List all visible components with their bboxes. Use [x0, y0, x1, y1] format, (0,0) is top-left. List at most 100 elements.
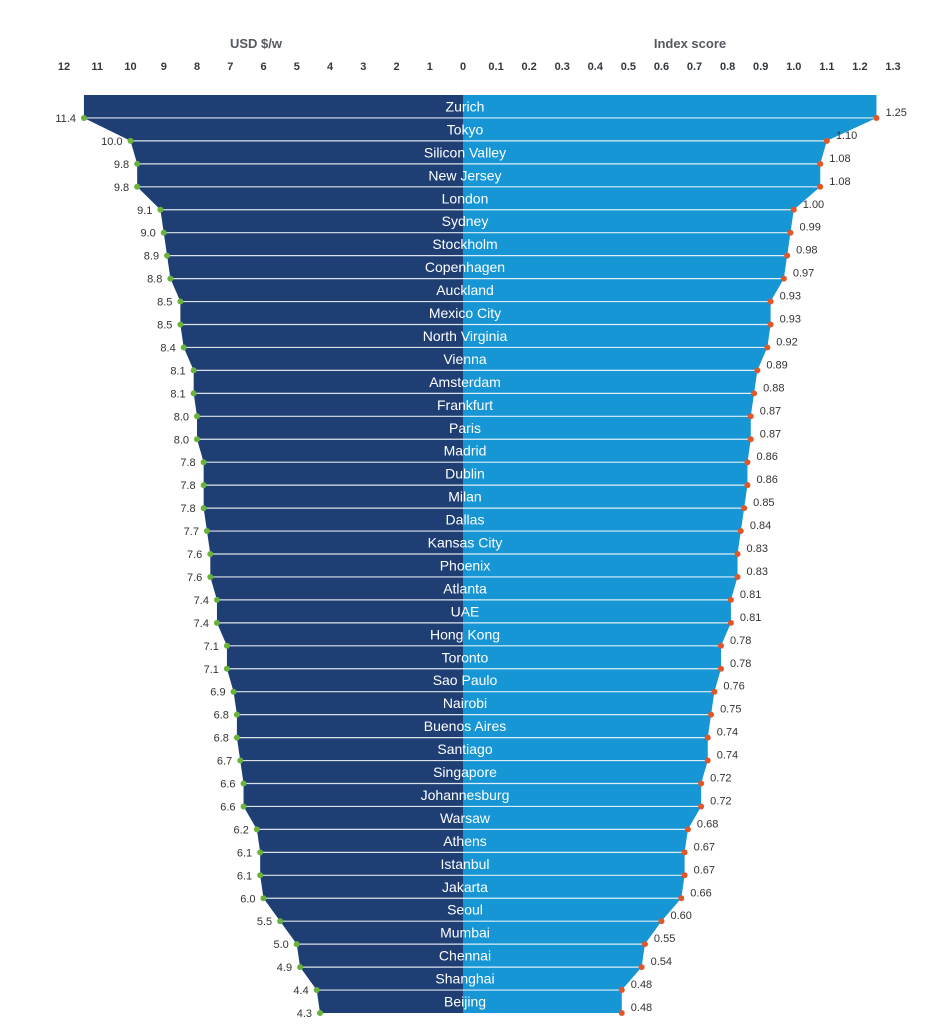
right-value-label: 1.08	[829, 176, 850, 188]
city-label: Nairobi	[443, 695, 487, 711]
left-tick-label: 1	[427, 61, 433, 73]
right-tick-label: 0.1	[488, 61, 503, 73]
right-value-label: 0.78	[730, 658, 751, 670]
left-value-marker	[80, 114, 87, 121]
right-value-label: 0.78	[730, 635, 751, 647]
left-value-marker	[200, 459, 207, 466]
left-value-marker	[190, 390, 197, 397]
left-value-marker	[257, 849, 264, 856]
right-value-label: 0.89	[766, 359, 787, 371]
left-value-marker	[240, 803, 247, 810]
left-value-label: 7.8	[180, 503, 195, 515]
left-value-marker	[257, 872, 264, 879]
left-value-marker	[260, 895, 267, 902]
city-label: North Virginia	[423, 328, 508, 344]
right-value-marker	[767, 321, 774, 328]
city-label: Shanghai	[435, 971, 494, 987]
value-markers	[80, 114, 880, 1016]
right-tick-label: 0.7	[687, 61, 702, 73]
left-value-label: 6.2	[234, 824, 249, 836]
left-value-label: 7.6	[187, 549, 202, 561]
right-value-marker	[790, 206, 797, 213]
left-value-marker	[207, 573, 214, 580]
left-value-marker	[223, 665, 230, 672]
left-value-label: 9.0	[140, 228, 155, 240]
left-value-marker	[313, 987, 320, 994]
right-value-marker	[744, 459, 751, 466]
right-value-label: 0.74	[717, 727, 738, 739]
left-value-label: 6.8	[214, 733, 229, 745]
right-tick-label: 1.3	[885, 61, 900, 73]
right-axis-title: Index score	[654, 36, 726, 51]
right-value-marker	[618, 1010, 625, 1016]
left-value-marker	[194, 436, 200, 443]
right-value-marker	[744, 482, 751, 489]
left-value-marker	[297, 964, 304, 971]
left-value-label: 6.7	[217, 756, 232, 768]
right-value-label: 0.54	[651, 956, 672, 968]
right-value-marker	[718, 642, 724, 649]
left-value-label: 8.0	[174, 411, 189, 423]
city-label: Frankfurt	[437, 397, 493, 413]
left-value-marker	[177, 321, 184, 328]
right-value-marker	[784, 252, 791, 259]
city-label: Atlanta	[443, 580, 487, 596]
left-value-label: 5.5	[257, 916, 272, 928]
city-label: UAE	[451, 603, 480, 619]
city-label: Warsaw	[440, 810, 491, 826]
right-value-label: 0.93	[780, 291, 801, 303]
right-value-marker	[698, 803, 705, 810]
city-label: New Jersey	[428, 167, 501, 183]
left-value-marker	[180, 344, 187, 351]
left-value-label: 7.1	[204, 664, 219, 676]
left-value-label: 8.4	[160, 342, 175, 354]
right-value-marker	[658, 918, 665, 925]
right-value-label: 0.72	[710, 795, 731, 807]
city-label: Buenos Aires	[424, 718, 507, 734]
right-tick-label: 0.5	[621, 61, 636, 73]
right-value-marker	[711, 688, 718, 695]
right-value-marker	[764, 344, 771, 351]
left-value-marker	[213, 596, 220, 603]
city-label: Madrid	[444, 443, 487, 459]
city-label: Dallas	[446, 512, 485, 528]
right-value-marker	[684, 826, 691, 833]
right-value-label: 0.72	[710, 773, 731, 785]
left-value-label: 11.4	[55, 113, 76, 125]
right-value-label: 0.75	[720, 704, 741, 716]
left-value-marker	[190, 367, 197, 374]
right-value-label: 0.84	[750, 520, 771, 532]
city-label: London	[442, 190, 489, 206]
right-value-label: 0.83	[747, 566, 768, 578]
left-tick-label: 11	[91, 61, 103, 73]
right-tick-label: 1.0	[786, 61, 801, 73]
left-value-label: 6.6	[220, 779, 235, 791]
right-value-marker	[787, 229, 794, 236]
right-value-marker	[817, 183, 824, 190]
right-value-label: 0.97	[793, 268, 814, 280]
right-value-label: 0.88	[763, 382, 784, 394]
left-value-label: 5.0	[273, 939, 288, 951]
right-value-label: 0.74	[717, 750, 738, 762]
left-value-marker	[167, 275, 174, 282]
left-value-label: 9.1	[137, 205, 152, 217]
left-value-label: 4.9	[277, 962, 292, 974]
city-label: Johannesburg	[421, 787, 510, 803]
city-label: Istanbul	[440, 856, 489, 872]
left-tick-label: 12	[58, 61, 70, 73]
right-value-marker	[718, 665, 724, 672]
left-value-marker	[230, 688, 237, 695]
right-tick-label: 0.8	[720, 61, 735, 73]
right-value-label: 1.10	[836, 130, 857, 142]
right-tick-label: 0.6	[654, 61, 669, 73]
right-value-marker	[681, 872, 688, 879]
city-label: Phoenix	[440, 557, 491, 573]
city-label: Auckland	[436, 282, 494, 298]
right-value-marker	[823, 137, 830, 144]
right-value-marker	[618, 987, 625, 994]
right-value-marker	[704, 757, 711, 764]
right-value-label: 0.86	[756, 474, 777, 486]
right-value-label: 0.98	[796, 245, 817, 257]
right-value-label: 1.08	[829, 153, 850, 165]
